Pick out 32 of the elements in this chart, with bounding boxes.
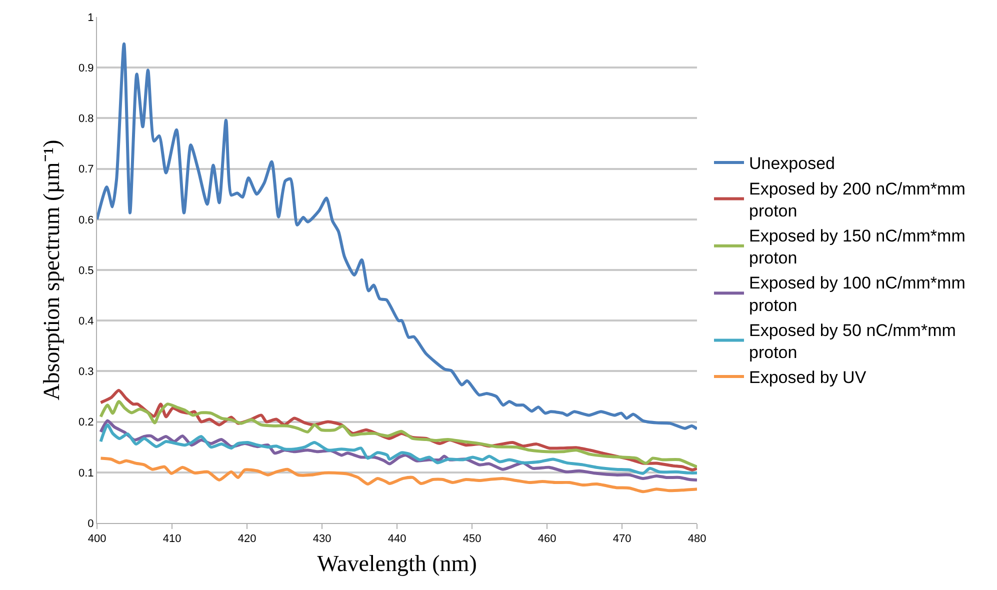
line-series: [99, 400, 697, 468]
line-series: [97, 42, 697, 430]
y-tick-label: 0.9: [78, 62, 94, 74]
legend-label: Exposed by UV: [749, 368, 867, 388]
x-tick-label: 420: [238, 533, 256, 546]
y-tick-label: 0.6: [78, 214, 94, 226]
y-tick-label: 0: [88, 518, 94, 530]
x-tick-label: 410: [162, 533, 182, 546]
legend-label: Exposed by 150 nC/mm*mm proton: [749, 226, 966, 268]
x-tick-label: 440: [388, 533, 406, 546]
y-tick-label: 0.2: [78, 416, 94, 429]
line-series: [99, 456, 697, 494]
legend-label: Exposed by 200 nC/mm*mm proton: [749, 179, 966, 220]
line-series: [99, 423, 697, 475]
y-axis-title: Absorption spectrum (µm⁻¹): [38, 140, 64, 400]
y-tick-label: 0.8: [78, 113, 94, 126]
y-tick-label: 0.3: [78, 366, 94, 378]
y-tick-label: 0.1: [78, 467, 94, 480]
x-tick-label: 480: [688, 533, 706, 546]
x-tick-label: 450: [462, 533, 482, 546]
legend-label: Exposed by 50 nC/mm*mm proton: [749, 320, 956, 362]
legend-label: Unexposed: [749, 154, 836, 174]
y-tick-label: 0.4: [78, 315, 94, 328]
x-tick-label: 460: [538, 533, 556, 546]
y-tick-label: 1: [88, 12, 94, 24]
x-tick-label: 470: [612, 533, 632, 546]
x-axis-title: Wavelength (nm): [317, 550, 477, 576]
x-tick-label: 400: [88, 533, 106, 546]
x-tick-label: 430: [312, 533, 332, 546]
y-tick-label: 0.7: [78, 164, 94, 176]
y-tick-label: 0.5: [78, 264, 94, 277]
legend-label: Exposed by 100 nC/mm*mm proton: [749, 274, 966, 315]
